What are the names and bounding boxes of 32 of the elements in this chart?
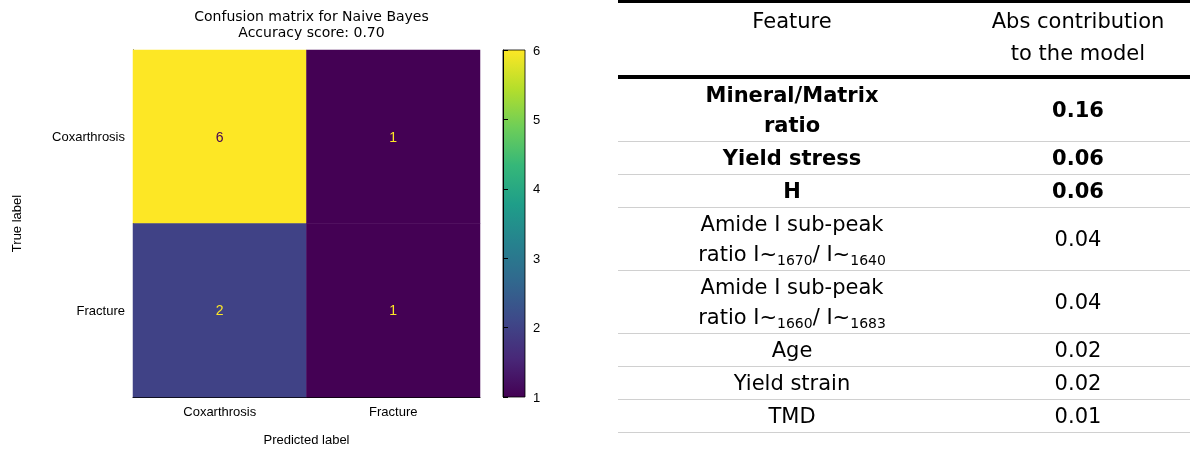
color-bar-label: 5 — [533, 111, 541, 127]
category-label: Yield stress — [721, 145, 863, 172]
x-axis-title: Predicted label — [263, 432, 350, 447]
color-bar-label: 3 — [533, 250, 541, 266]
category-label: TMD — [767, 403, 817, 430]
data-label: 0.16 — [966, 77, 1190, 142]
data-label: 0.06 — [966, 141, 1190, 175]
chart-subtitle: Accuracy score: 0.70 — [238, 24, 385, 40]
text: Abs contribution to the model — [990, 8, 1166, 67]
data-label: 1 — [389, 128, 398, 145]
data-label: 6 — [215, 128, 224, 145]
data-label: 1 — [389, 302, 398, 319]
category-label: H — [782, 178, 802, 205]
category-label: Mineral/Matrix ratio — [704, 82, 880, 139]
data-label: 0.02 — [966, 366, 1190, 400]
data-label: 0.01 — [966, 399, 1190, 433]
text: Feature — [751, 8, 833, 35]
data-label: 0.04 — [966, 270, 1190, 334]
color-bar-label: 1 — [533, 389, 541, 405]
data-label: 2 — [215, 302, 224, 319]
color-bar-label: 4 — [533, 181, 541, 197]
color-bar-label: 2 — [533, 320, 541, 336]
category-label: Amide I sub-peak ratio I~$_{1660}$/ I~$_{1683}$ — [697, 274, 887, 332]
data-label: 0.04 — [966, 207, 1190, 271]
category-label: Amide I sub-peak ratio I~$_{1670}$/ I~$_{1640}$ — [697, 211, 887, 269]
color-bar-label: 6 — [533, 42, 541, 58]
data-label: 0.02 — [966, 333, 1190, 367]
y-axis-title: True label — [9, 194, 24, 253]
category-label: Age — [770, 337, 814, 364]
chart-title: Confusion matrix for Naive Bayes — [194, 8, 429, 24]
category-label: Yield strain — [732, 370, 852, 397]
data-label: 0.06 — [966, 174, 1190, 208]
